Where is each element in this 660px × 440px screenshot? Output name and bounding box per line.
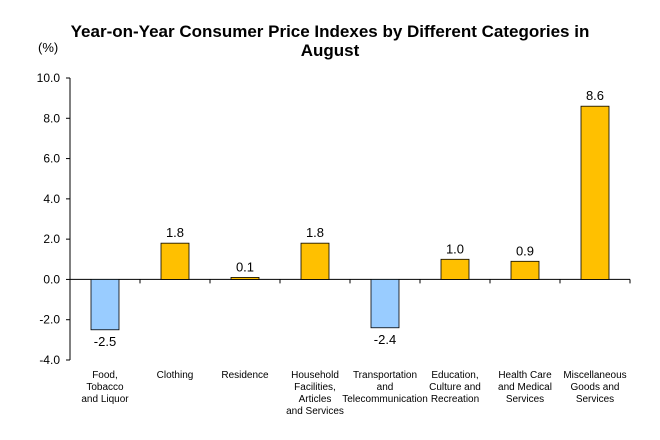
y-tick-label: 10.0	[37, 71, 61, 85]
x-category-label: Food, Tobacco and Liquor	[81, 370, 129, 405]
bar	[510, 260, 540, 280]
x-category-label: Education, Culture and Recreation	[429, 370, 481, 405]
y-tick-label: 6.0	[43, 152, 60, 166]
bar	[580, 105, 610, 280]
y-axis-unit-label: (%)	[38, 40, 59, 55]
data-label: -2.4	[374, 332, 396, 347]
data-label: 1.8	[166, 225, 184, 240]
y-tick-label: -2.0	[39, 313, 60, 327]
x-category-label: Household Facilities, Articles and Services	[286, 370, 344, 417]
y-tick-label: 4.0	[43, 192, 60, 206]
data-label: 0.1	[236, 259, 254, 274]
y-tick-label: 2.0	[43, 232, 60, 246]
y-tick-label: 8.0	[43, 111, 60, 125]
data-label: 1.8	[306, 225, 324, 240]
bar	[160, 242, 190, 280]
x-category-label: Health Care and Medical Services	[498, 370, 552, 405]
data-label: 0.9	[516, 243, 534, 258]
x-category-label: Transportation and Telecommunication	[342, 370, 428, 405]
x-category-label: Residence	[221, 370, 269, 381]
bar	[370, 279, 400, 329]
y-tick-label: -4.0	[39, 353, 60, 367]
data-label: 1.0	[446, 241, 464, 256]
bar	[230, 277, 260, 280]
x-category-label: Miscellaneous Goods and Services	[563, 370, 626, 405]
bar	[90, 279, 120, 331]
bar	[300, 242, 330, 280]
x-category-label: Clothing	[157, 370, 194, 381]
y-tick-label: 0.0	[43, 272, 60, 286]
data-label: -2.5	[94, 334, 116, 349]
data-label: 8.6	[586, 88, 604, 103]
chart-title: Year-on-Year Consumer Price Indexes by D…	[70, 22, 590, 60]
bar	[440, 258, 470, 280]
